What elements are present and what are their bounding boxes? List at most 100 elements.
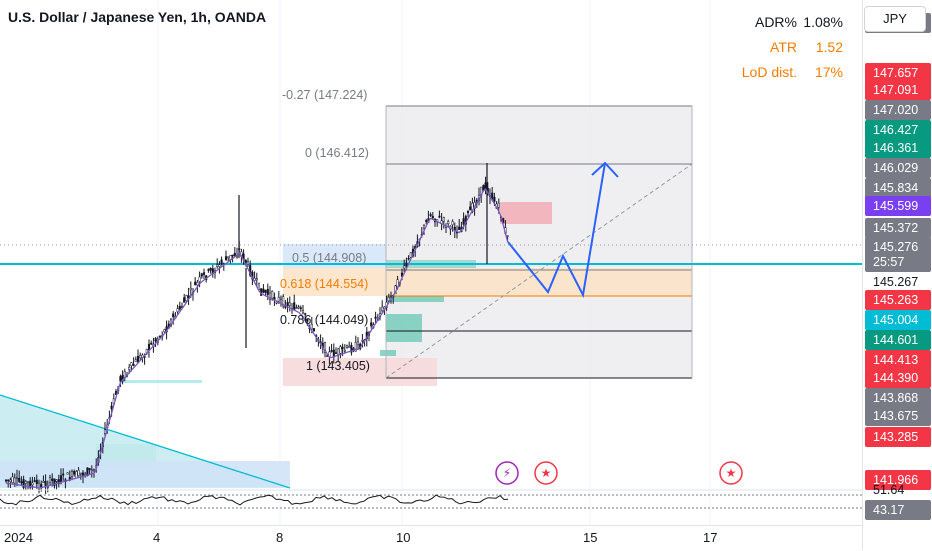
candle-body — [198, 276, 201, 282]
candle-body — [75, 471, 78, 479]
candle-body — [13, 477, 16, 484]
candle-body — [246, 261, 250, 266]
candle-body — [275, 301, 278, 304]
candle-body — [134, 359, 137, 362]
candle-body — [229, 255, 232, 260]
candle-body — [209, 267, 212, 271]
projection-path — [507, 162, 606, 299]
candle-body — [409, 252, 412, 258]
price-label: 25:57 — [865, 252, 931, 272]
candle-body — [345, 345, 349, 348]
candle-body — [341, 346, 344, 350]
order-block — [386, 314, 422, 342]
price-label: 145.263 — [865, 290, 931, 310]
candle-body — [262, 288, 265, 293]
candle-body — [233, 252, 236, 257]
stat-value: 1.52 — [815, 39, 843, 55]
candle-body — [59, 475, 63, 483]
candle-body — [301, 310, 305, 314]
candle-body — [431, 215, 434, 219]
candle-body — [339, 346, 342, 354]
candle-body — [227, 256, 230, 259]
candle-body — [7, 479, 10, 482]
fib-level-label: 0 (146.412) — [305, 146, 369, 160]
oscillator-pane — [0, 489, 862, 509]
price-axis[interactable]: 147.887147.657147.091147.020146.427146.3… — [862, 0, 932, 550]
trend-line — [0, 394, 291, 489]
candle-body — [462, 218, 465, 225]
candle-body — [70, 471, 74, 477]
candle-body — [163, 329, 166, 333]
candle-body — [295, 307, 298, 309]
candle-body — [343, 349, 346, 352]
stat-lod: LoD dist. 17% — [712, 64, 857, 89]
event-icon-glyph: ★ — [726, 466, 737, 480]
candle-body — [268, 292, 272, 300]
symbol-title[interactable]: U.S. Dollar / Japanese Yen, 1h, OANDA — [8, 9, 267, 25]
price-label: 144.601 — [865, 330, 931, 350]
price-label: 145.372 — [865, 218, 931, 238]
time-label: 10 — [396, 530, 411, 545]
candle-body — [183, 297, 186, 303]
candle-body — [154, 337, 157, 342]
price-label: 147.091 — [865, 80, 931, 100]
candle-body — [202, 272, 206, 275]
supply-zone — [500, 202, 552, 224]
candle-body — [337, 348, 340, 355]
candle-body — [121, 374, 124, 382]
level-tick — [120, 380, 202, 383]
time-label: 4 — [153, 530, 161, 545]
price-label: 51.64 — [873, 483, 905, 497]
candle-body — [266, 288, 269, 295]
candle-body — [447, 221, 450, 224]
candle-body — [293, 302, 296, 311]
candle-body — [9, 479, 12, 482]
candle-body — [400, 272, 404, 277]
fib-level-label: 0.5 (144.908) — [292, 251, 367, 265]
price-chart[interactable]: ⚡ ★ ★ — [0, 0, 862, 525]
price-label: 145.267 — [873, 275, 919, 289]
candle-body — [458, 226, 461, 230]
drawing-overlay: ⚡ ★ ★ — [495, 161, 743, 485]
chart-zones — [0, 105, 862, 489]
stat-value: 1.08% — [803, 14, 843, 30]
candle-body — [35, 479, 38, 484]
candle-body — [231, 254, 234, 257]
candle-body — [220, 259, 223, 265]
time-axis[interactable]: 2024 4 8 10 15 17 — [0, 525, 862, 551]
candle-body — [304, 313, 307, 315]
candle-body — [18, 477, 21, 482]
order-block — [380, 350, 396, 356]
candle-body — [130, 362, 133, 366]
price-label: 147.020 — [865, 100, 931, 120]
us-flag-event-icon: ★ — [534, 461, 558, 485]
candle-body — [312, 328, 316, 332]
time-label: 2024 — [4, 530, 33, 545]
fib-level-label: 0.618 (144.554) — [280, 277, 369, 291]
candle-body — [288, 302, 291, 306]
candle-body — [469, 206, 472, 211]
event-icon-ring — [719, 461, 743, 485]
candle-body — [79, 472, 82, 475]
candle-body — [48, 477, 52, 484]
candle-body — [51, 478, 54, 481]
fib-level-label: 0.786 (144.049) — [280, 313, 369, 327]
event-icon-glyph: ★ — [541, 466, 552, 480]
candle-body — [249, 265, 252, 276]
currency-button[interactable]: JPY — [864, 6, 926, 32]
candle-body — [407, 257, 410, 260]
candle-body — [255, 278, 258, 281]
candle-body — [81, 472, 85, 476]
candle-body — [57, 479, 60, 484]
projection-arrowhead — [591, 161, 619, 178]
candle-body — [466, 211, 470, 214]
price-label: 143.675 — [865, 406, 931, 426]
order-block — [386, 296, 444, 302]
time-label: 8 — [276, 530, 284, 545]
fib-orange-band — [283, 268, 692, 296]
candle-body — [158, 335, 162, 338]
candle-body — [172, 313, 175, 318]
candle-body — [73, 471, 76, 475]
candle-body — [15, 476, 19, 479]
fib-trend-diagonal — [385, 163, 693, 379]
